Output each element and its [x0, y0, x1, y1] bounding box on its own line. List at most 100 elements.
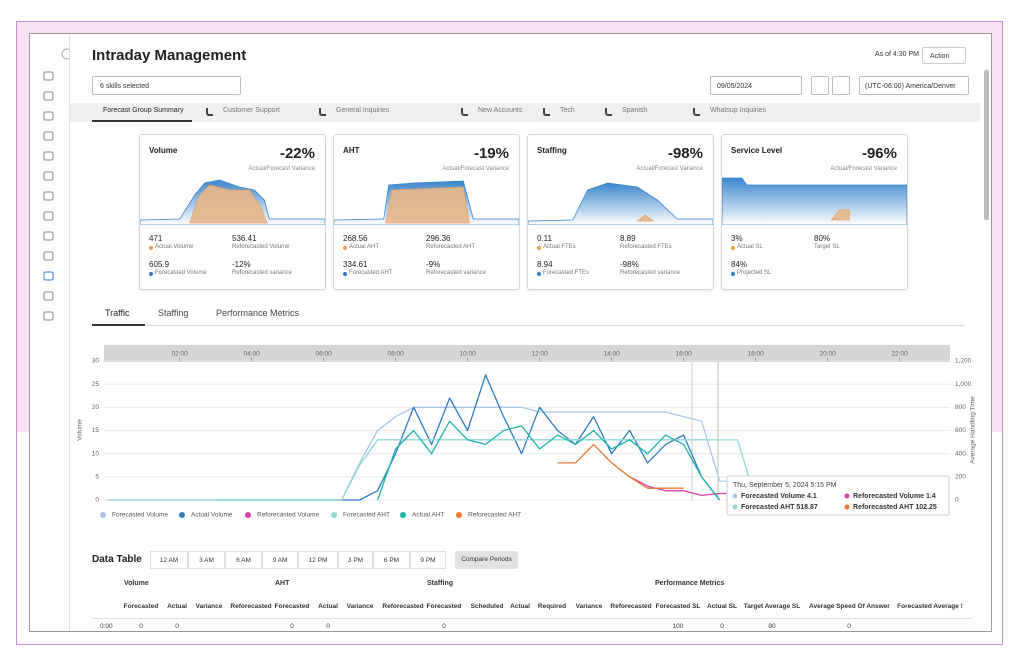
- subtab[interactable]: Staffing: [158, 308, 189, 318]
- compare-button[interactable]: Compare Periods: [455, 551, 518, 569]
- period-button[interactable]: 6 PM: [373, 551, 410, 569]
- tab[interactable]: Spanish: [622, 107, 648, 114]
- table-row-label: 0:00: [100, 623, 113, 630]
- nav-icon: [43, 311, 54, 321]
- table-group-header: Staffing: [427, 580, 454, 587]
- stat-value: -9%: [426, 260, 441, 269]
- tab[interactable]: General Inquiries: [336, 107, 390, 114]
- period-button[interactable]: 3 AM: [188, 551, 225, 569]
- nav-icon: [43, 91, 54, 101]
- card-title: Staffing: [537, 146, 567, 155]
- stat-label: Reforecasted AHT: [426, 244, 476, 250]
- timezone-dropdown[interactable]: (UTC-06:00) America/Denver: [859, 76, 969, 95]
- table-column-header: Forecasted: [426, 603, 462, 610]
- card-title: AHT: [343, 146, 360, 155]
- table-column-header: Reforecasted: [230, 603, 272, 610]
- period-button[interactable]: 9 AM: [262, 551, 298, 569]
- stat-dot: [537, 246, 541, 250]
- table-cell: 0: [175, 623, 179, 630]
- stat-value: 0.11: [537, 234, 552, 243]
- stat-value: 536.41: [232, 234, 257, 243]
- stat-value: 80%: [814, 234, 831, 243]
- active-tab-underline: [92, 120, 192, 122]
- stat-dot: [149, 272, 153, 276]
- stat-value: 8.89: [620, 234, 636, 243]
- tab[interactable]: Tech: [560, 107, 575, 114]
- subtab[interactable]: Traffic: [105, 308, 130, 318]
- tab-icon: [319, 108, 326, 116]
- table-column-header: Forecasted: [274, 603, 310, 610]
- nav-icon: [43, 191, 54, 201]
- next-button[interactable]: [832, 76, 850, 95]
- nav-icon: [43, 211, 54, 221]
- table-cell: 0: [720, 623, 724, 630]
- date-field[interactable]: 09/05/2024: [710, 76, 802, 95]
- nav-icon: [43, 111, 54, 121]
- nav-icon: [43, 271, 54, 281]
- table-column-header: Forecasted: [123, 603, 159, 610]
- subtab[interactable]: Performance Metrics: [216, 308, 300, 318]
- period-button[interactable]: 9 PM: [410, 551, 446, 569]
- stat-value: -12%: [232, 260, 251, 269]
- table-column-header: Actual: [510, 603, 530, 610]
- stat-value: 8.94: [537, 260, 553, 269]
- tab[interactable]: Customer Support: [223, 107, 280, 114]
- table-cell: 0: [847, 623, 851, 630]
- table-header-divider: [92, 618, 972, 619]
- stat-label: Forecasted Volume: [155, 270, 207, 276]
- table-cell: 0: [139, 623, 143, 630]
- card-variance: -96%: [861, 145, 897, 162]
- sidebar: [30, 34, 73, 631]
- card-variance-label: Actual/Forecast Variance: [442, 166, 509, 172]
- table-column-header: Actual: [318, 603, 338, 610]
- tab-icon: [693, 108, 700, 116]
- stat-dot: [149, 246, 153, 250]
- nav-icon: [43, 251, 54, 261]
- collapse-button: [61, 48, 73, 60]
- table-group-header: Performance Metrics: [655, 580, 725, 587]
- stat-value: 334.61: [343, 260, 368, 269]
- prev-button[interactable]: [811, 76, 829, 95]
- skills-dropdown[interactable]: 6 skills selected: [92, 76, 241, 95]
- stat-label: Reforecasted variance: [232, 270, 293, 276]
- nav-icon: [43, 171, 54, 181]
- stat-label: Forecasted AHT: [349, 270, 393, 276]
- tab[interactable]: New Accounts: [478, 107, 523, 114]
- stat-value: 3%: [731, 234, 743, 243]
- action-button[interactable]: Action: [922, 47, 966, 64]
- scrollbar: [984, 70, 989, 220]
- table-column-header: Actual: [167, 603, 187, 610]
- tab[interactable]: Forecast Group Summary: [103, 107, 184, 114]
- card-variance-label: Actual/Forecast Variance: [636, 166, 703, 172]
- stat-label: Projected SL: [737, 270, 772, 276]
- table-column-header: Actual SL: [707, 603, 737, 610]
- table-cell: 0: [290, 623, 294, 630]
- app-window: Intraday Management As of 4:30 PM Action 6 …: [29, 33, 992, 632]
- as-of-time: As of 4:30 PM: [875, 51, 919, 58]
- card-variance-label: Actual/Forecast Variance: [248, 166, 315, 172]
- card-variance: -22%: [279, 145, 315, 162]
- period-button[interactable]: 6 AM: [225, 551, 262, 569]
- stat-label: Reforecasted variance: [426, 270, 487, 276]
- tab-icon: [543, 108, 550, 116]
- nav-icon: [43, 151, 54, 161]
- stat-label: Forecasted FTEs: [543, 270, 590, 276]
- table-cell: 80: [768, 623, 776, 630]
- table-column-header: Reforecasted: [382, 603, 424, 610]
- stat-label: Reforecasted variance: [620, 270, 681, 276]
- table-group-header: Volume: [124, 580, 149, 587]
- period-button[interactable]: 12 PM: [298, 551, 338, 569]
- nav-icon: [43, 291, 54, 301]
- stat-dot: [343, 246, 347, 250]
- page-title: Intraday Management: [92, 47, 247, 64]
- tab-icon: [605, 108, 612, 116]
- period-button[interactable]: 3 PM: [338, 551, 373, 569]
- table-column-header: Required: [537, 603, 567, 610]
- table-cell: 100: [672, 623, 684, 630]
- tab[interactable]: Whatsup Inquiries: [710, 107, 767, 114]
- card-title: Service Level: [731, 146, 783, 155]
- table-column-header: Variance: [346, 603, 374, 610]
- table-column-header: Variance: [195, 603, 223, 610]
- period-button[interactable]: 12 AM: [150, 551, 188, 569]
- stat-value: 605.9: [149, 260, 170, 269]
